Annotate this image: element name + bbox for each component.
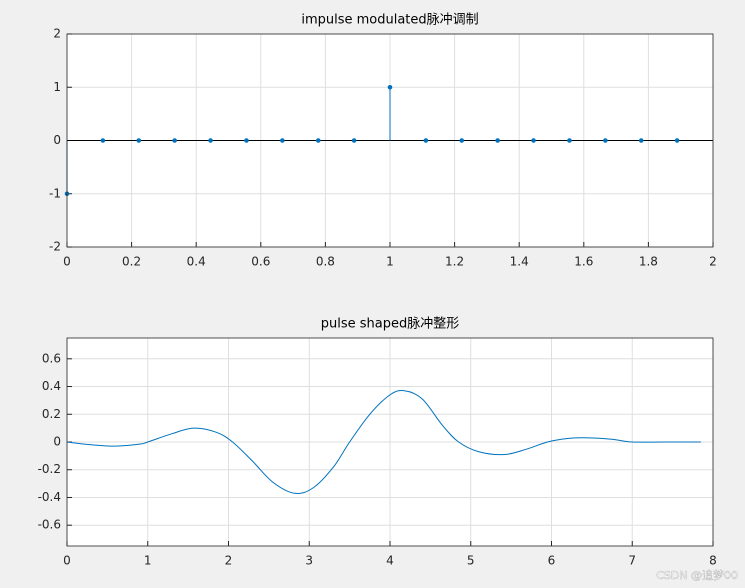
stem-marker [459, 138, 465, 143]
stem-marker [387, 84, 393, 90]
x-tick-label: 0.8 [316, 255, 335, 269]
y-tick-label: -2 [49, 240, 61, 254]
stem-marker [423, 138, 429, 143]
y-tick-label: -0.4 [38, 490, 61, 504]
x-tick-label: 0 [63, 255, 71, 269]
x-tick-label: 7 [628, 554, 636, 568]
stem-marker [567, 138, 572, 143]
x-tick-label: 4 [386, 554, 394, 568]
stem-marker [495, 138, 500, 143]
stem-marker [280, 138, 285, 143]
axes: pulse shaped脉冲整形 0 1 2 3 4 5 6 7 8 -0.6 -0.4 -0.2 0 0.… [38, 317, 717, 568]
x-tick-label: 0.2 [122, 255, 141, 269]
stem-marker [136, 138, 142, 143]
y-tick-label: -0.6 [38, 518, 61, 532]
stem-marker [244, 138, 249, 143]
x-tick-label: 3 [305, 554, 313, 568]
x-tick-label: 1.2 [445, 255, 464, 269]
x-tick-label: 2 [709, 255, 717, 269]
x-tick-label: 1.8 [639, 255, 658, 269]
x-tick-label: 5 [467, 554, 475, 568]
x-tick-label: 1 [144, 554, 152, 568]
stem-marker [638, 138, 644, 143]
y-tick-label: 0 [53, 435, 61, 449]
x-tick-label: 1 [386, 255, 394, 269]
x-tick-label: 0.6 [251, 255, 270, 269]
stem-marker [315, 138, 321, 143]
stem-marker [172, 138, 177, 143]
stem-marker [603, 138, 608, 143]
stem-marker [351, 138, 357, 143]
x-tick-label: 1.6 [574, 255, 593, 269]
stem-marker [531, 138, 536, 143]
axes-box [66, 33, 714, 248]
axes-box [66, 337, 714, 547]
chart-title: impulse modulated脉冲调制 [301, 13, 478, 28]
stem-marker [208, 138, 213, 143]
axes: impulse modulated脉冲调制 0 0.2 0.4 0.6 0.8 1 1.2 1.… [49, 13, 717, 269]
x-tick-label: 0 [63, 554, 71, 568]
x-tick-label: 6 [548, 554, 556, 568]
watermark: CSDN @追梦00 [656, 568, 738, 582]
x-tick-label: 8 [709, 554, 717, 568]
y-tick-label: 0.2 [42, 407, 61, 421]
y-tick-label: 0.4 [42, 379, 61, 393]
x-tick-label: 0.4 [187, 255, 206, 269]
x-tick-label: 2 [225, 554, 233, 568]
stem-marker [100, 138, 106, 143]
y-tick-label: -0.2 [38, 462, 61, 476]
y-tick-label: 0.6 [42, 351, 61, 365]
data-line [66, 389, 701, 495]
y-tick-label: 0 [53, 133, 61, 147]
y-tick-label: 1 [53, 80, 61, 94]
y-tick-label: -1 [49, 186, 61, 200]
chart-title: pulse shaped脉冲整形 [321, 317, 460, 332]
stem-marker [674, 138, 680, 143]
y-tick-label: 2 [53, 27, 61, 41]
x-tick-label: 1.4 [510, 255, 529, 269]
